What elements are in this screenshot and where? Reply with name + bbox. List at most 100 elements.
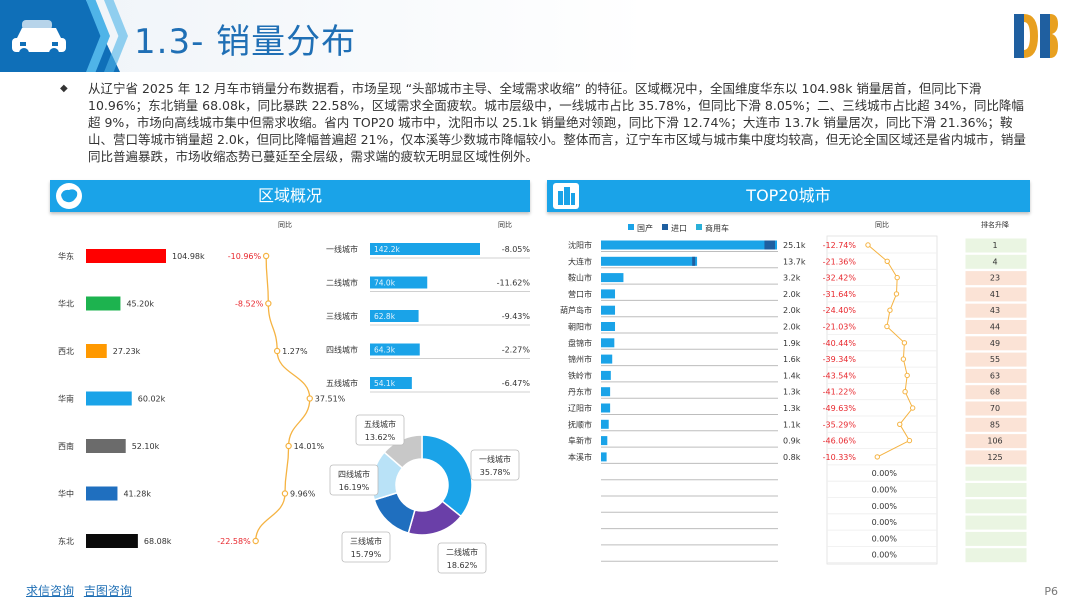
tier-bar xyxy=(370,243,480,255)
rank-cell-empty xyxy=(964,482,1028,498)
tier-value-label: 62.8k xyxy=(374,312,396,321)
tier-yoy-label: -6.47% xyxy=(502,379,531,388)
city-bar-domestic xyxy=(601,436,608,446)
rank-cell-empty xyxy=(964,465,1028,482)
city-bar-domestic xyxy=(601,452,607,462)
region-bar xyxy=(86,249,166,263)
tier-value-label: 142.2k xyxy=(374,245,400,254)
city-yoy-point xyxy=(909,405,916,411)
city-yoy-label: -41.22% xyxy=(823,388,857,397)
region-yoy-point xyxy=(265,300,272,307)
donut-callout-box xyxy=(329,464,379,496)
region-bar xyxy=(86,486,118,501)
city-bar-domestic xyxy=(601,354,613,364)
rank-value: 44 xyxy=(990,323,1000,332)
donut-slice xyxy=(373,491,416,535)
legend-swatch xyxy=(628,224,634,230)
city-yoy-label: -40.44% xyxy=(823,339,857,348)
tier-bar xyxy=(370,377,412,389)
city-name-label: 沈阳市 xyxy=(568,240,592,250)
city-value-label: 1.1k xyxy=(783,420,801,429)
city-yoy-label: -43.54% xyxy=(823,371,857,380)
tier-yoy-header: 同比 xyxy=(498,220,512,229)
region-yoy-point xyxy=(262,252,270,260)
rank-value: 23 xyxy=(990,274,1000,283)
rank-value: 63 xyxy=(990,371,1000,380)
region-bar xyxy=(86,534,138,548)
region-yoy-label: -10.96% xyxy=(228,252,262,261)
top20-panel-title: TOP20城市 xyxy=(746,186,831,205)
city-yoy-label: -24.40% xyxy=(823,306,857,315)
city-bar-import xyxy=(764,240,775,250)
region-yoy-header: 同比 xyxy=(278,220,292,229)
legend-label: 国产 xyxy=(637,223,653,233)
city-name-label: 大连市 xyxy=(568,256,592,266)
tier-name-label: 五线城市 xyxy=(326,378,358,388)
city-bar-domestic xyxy=(601,289,616,299)
city-yoy-label: -31.64% xyxy=(823,290,857,299)
city-yoy-point xyxy=(902,389,908,395)
city-yoy-label: -35.29% xyxy=(823,420,857,429)
region-value-label: 41.28k xyxy=(123,490,151,499)
region-name-label: 华东 xyxy=(58,251,74,261)
donut-callout-name: 五线城市 xyxy=(364,419,396,429)
region-yoy-label: 37.51% xyxy=(315,395,346,404)
rank-cell xyxy=(964,416,1028,433)
donut-callout-box xyxy=(437,542,487,574)
building-icon xyxy=(553,183,579,209)
city-yoy-point xyxy=(893,291,900,297)
legend-swatch xyxy=(662,224,668,230)
city-value-label: 13.7k xyxy=(783,257,806,266)
city-yoy-point xyxy=(904,372,910,379)
city-yoy-point xyxy=(906,437,913,444)
rank-value: 106 xyxy=(987,437,1002,446)
rank-cell-empty xyxy=(964,514,1028,531)
donut-callout-box xyxy=(355,414,405,446)
rank-value: 49 xyxy=(990,339,1000,348)
car-icon xyxy=(12,20,66,58)
brand-logo-icon xyxy=(1014,14,1058,58)
donut-callout-box xyxy=(341,531,391,563)
city-value-label: 1.3k xyxy=(783,388,801,397)
region-value-label: 68.08k xyxy=(144,537,172,546)
city-bar-domestic xyxy=(601,273,624,283)
empty-yoy-label: 0.00% xyxy=(872,486,898,495)
rank-cell xyxy=(964,351,1028,368)
legend-label: 进口 xyxy=(671,224,687,233)
region-yoy-point xyxy=(306,395,313,402)
tier-bar xyxy=(370,276,428,289)
footer-link-qiuxin[interactable]: 求信咨询 xyxy=(26,584,75,598)
city-value-label: 1.9k xyxy=(783,339,801,348)
city-yoy-label: -32.42% xyxy=(823,274,857,283)
city-name-label: 营口市 xyxy=(568,289,592,299)
footer-link-jitu[interactable]: 吉图咨询 xyxy=(83,584,132,598)
region-name-label: 西南 xyxy=(58,441,74,451)
summary-bullet-icon: ◆ xyxy=(60,83,68,94)
region-name-label: 华中 xyxy=(58,489,74,499)
region-bar xyxy=(86,344,107,358)
city-yoy-label: -10.33% xyxy=(823,453,857,462)
donut-callout-pct: 16.19% xyxy=(339,483,370,492)
city-yoy-point xyxy=(884,323,890,330)
region-name-label: 西北 xyxy=(58,347,74,356)
tier-yoy-label: -2.27% xyxy=(502,346,531,355)
rank-cell xyxy=(964,253,1028,270)
rank-cell xyxy=(964,367,1028,384)
region-name-label: 华南 xyxy=(58,394,74,404)
region-value-label: 52.10k xyxy=(132,442,160,451)
region-name-label: 华北 xyxy=(58,299,74,309)
city-name-label: 本溪市 xyxy=(568,452,592,462)
donut-callout-pct: 35.78% xyxy=(480,468,511,477)
city-yoy-point xyxy=(900,356,907,362)
donut-callout-pct: 15.79% xyxy=(351,550,382,559)
city-name-label: 葫芦岛市 xyxy=(560,305,592,315)
empty-yoy-label: 0.00% xyxy=(872,551,898,560)
rank-value: 85 xyxy=(990,420,1000,429)
city-yoy-line xyxy=(867,244,914,458)
city-yoy-label: -49.63% xyxy=(823,404,857,413)
empty-yoy-label: 0.00% xyxy=(872,518,898,527)
rank-cell xyxy=(964,400,1028,417)
city-yoy-label: -39.34% xyxy=(823,355,857,364)
city-bar-domestic xyxy=(601,322,616,331)
rank-cell xyxy=(964,270,1028,287)
